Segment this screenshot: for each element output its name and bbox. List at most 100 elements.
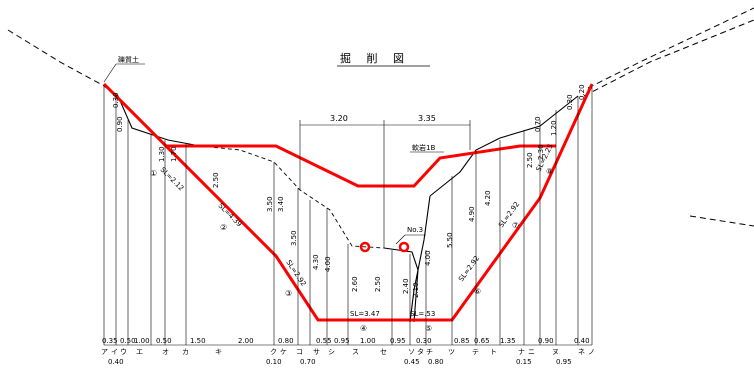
svg-text:1.00: 1.00 <box>134 337 150 345</box>
svg-text:1.35: 1.35 <box>500 337 516 345</box>
svg-text:タ: タ <box>417 347 424 356</box>
ground-line-right <box>587 7 754 89</box>
svg-text:0.30: 0.30 <box>416 337 432 345</box>
point-marker-1 <box>359 241 371 253</box>
ground-line-left <box>7 29 109 89</box>
svg-text:①: ① <box>150 169 157 178</box>
svg-text:0.90: 0.90 <box>116 116 124 132</box>
point-marker-2 <box>398 241 410 253</box>
svg-text:2.00: 2.00 <box>238 337 254 345</box>
svg-text:チ: チ <box>426 348 433 356</box>
svg-text:0.15: 0.15 <box>516 358 532 366</box>
svg-text:⑦: ⑦ <box>512 221 519 230</box>
soil-label: 礫質土 <box>118 55 139 64</box>
svg-text:0.20: 0.20 <box>578 84 586 100</box>
svg-text:ト: ト <box>490 348 497 356</box>
svg-text:0.90: 0.90 <box>538 337 554 345</box>
svg-text:SL=2.92: SL=2.92 <box>457 254 481 283</box>
svg-text:ソ: ソ <box>408 348 415 356</box>
svg-text:0.50: 0.50 <box>156 337 172 345</box>
svg-text:4.00: 4.00 <box>324 256 332 272</box>
svg-text:3.50: 3.50 <box>290 230 298 246</box>
point-no-leader-2 <box>395 234 406 245</box>
svg-text:0.35: 0.35 <box>102 337 118 345</box>
kana-labels: ア イ ウ エ オ カ キ ク ケ コ サ シ ス セ ソ タ チ ツ テ ト … <box>101 347 595 356</box>
svg-text:シ: シ <box>328 348 335 356</box>
ground-line-far-right <box>689 215 754 227</box>
rock-label: 軟岩1B <box>412 143 435 152</box>
svg-text:オ: オ <box>162 348 169 356</box>
svg-text:キ: キ <box>215 348 222 356</box>
svg-text:1.00: 1.00 <box>360 337 376 345</box>
top-dim-right: 3.35 <box>418 114 436 123</box>
svg-text:2.10: 2.10 <box>412 282 420 298</box>
svg-text:2.50: 2.50 <box>212 172 220 188</box>
svg-text:エ: エ <box>136 348 143 356</box>
svg-text:セ: セ <box>380 348 387 356</box>
svg-text:ウ: ウ <box>120 348 127 356</box>
svg-text:ツ: ツ <box>448 348 455 356</box>
svg-text:ネ: ネ <box>578 348 585 356</box>
svg-text:SL=2.12: SL=2.12 <box>159 166 186 193</box>
svg-text:0.45: 0.45 <box>404 358 420 366</box>
svg-text:②: ② <box>220 223 227 232</box>
svg-text:ニ: ニ <box>528 348 535 356</box>
svg-text:ノ: ノ <box>588 348 595 356</box>
svg-text:SL=.53: SL=.53 <box>410 310 435 318</box>
svg-text:0.80: 0.80 <box>428 358 444 366</box>
point-no-label: No.3 <box>407 226 423 234</box>
svg-text:4.00: 4.00 <box>424 250 432 266</box>
circled-markers: ① ② ③ ④ ⑤ ⑥ ⑦ ⑧ <box>150 167 553 333</box>
bottom-dims: 0.35 0.50 1.00 0.50 1.50 2.00 0.80 0.55 … <box>102 337 590 345</box>
vertical-dimension-lines <box>103 86 593 345</box>
svg-text:4.90: 4.90 <box>468 206 476 222</box>
svg-text:0.95: 0.95 <box>556 358 572 366</box>
svg-text:3.40: 3.40 <box>277 196 285 212</box>
svg-text:SL=3.47: SL=3.47 <box>350 310 380 318</box>
svg-text:0.70: 0.70 <box>300 358 316 366</box>
svg-text:5.50: 5.50 <box>446 232 454 248</box>
svg-text:4.20: 4.20 <box>484 190 492 206</box>
svg-text:コ: コ <box>296 348 303 356</box>
vertical-values: 0.30 0.90 1.30 1.70 2.50 3.50 3.40 3.50 … <box>112 84 586 298</box>
svg-text:イ: イ <box>111 348 118 356</box>
svg-text:ア: ア <box>101 348 108 356</box>
svg-text:1.50: 1.50 <box>190 337 206 345</box>
svg-text:0.95: 0.95 <box>390 337 406 345</box>
svg-text:ヌ: ヌ <box>552 348 559 356</box>
soil-leader <box>103 63 117 83</box>
svg-text:⑤: ⑤ <box>425 324 432 333</box>
design-top-profile <box>165 144 556 188</box>
svg-text:0.50: 0.50 <box>120 337 136 345</box>
svg-text:ケ: ケ <box>280 348 287 356</box>
svg-text:ナ: ナ <box>518 348 525 356</box>
svg-text:0.30: 0.30 <box>112 92 120 108</box>
svg-text:⑧: ⑧ <box>546 167 553 176</box>
svg-text:カ: カ <box>182 348 189 356</box>
svg-text:2.30: 2.30 <box>537 144 545 160</box>
terrain-rock-line <box>409 195 431 323</box>
svg-text:0.55: 0.55 <box>316 337 332 345</box>
svg-text:0.80: 0.80 <box>278 337 294 345</box>
drawing-title: 掘 削 図 <box>340 51 410 65</box>
svg-text:④: ④ <box>360 324 367 333</box>
svg-text:2.40: 2.40 <box>402 278 410 294</box>
svg-text:テ: テ <box>472 348 479 356</box>
svg-text:4.30: 4.30 <box>312 254 320 270</box>
svg-text:1.70: 1.70 <box>170 146 178 162</box>
svg-text:サ: サ <box>313 348 320 356</box>
svg-text:ク: ク <box>270 348 277 356</box>
svg-text:2.50: 2.50 <box>374 276 382 292</box>
svg-text:0.40: 0.40 <box>108 358 124 366</box>
svg-text:1.30: 1.30 <box>158 146 166 162</box>
svg-text:⑥: ⑥ <box>474 287 481 296</box>
top-dim-left: 3.20 <box>330 114 348 123</box>
svg-text:ス: ス <box>352 348 359 356</box>
terrain-center <box>383 247 419 323</box>
svg-text:2.50: 2.50 <box>526 152 534 168</box>
bottom-sub-dims: 0.40 0.10 0.70 0.45 0.80 0.15 0.95 <box>108 358 572 366</box>
svg-text:0.85: 0.85 <box>454 337 470 345</box>
ground-line-right-2 <box>583 19 754 97</box>
svg-text:③: ③ <box>285 289 292 298</box>
